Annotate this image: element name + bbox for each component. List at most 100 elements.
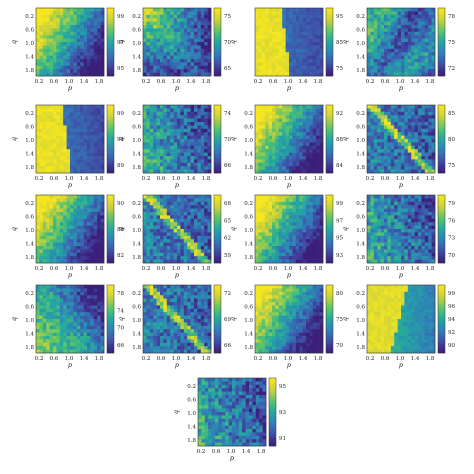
- heatmap-cell: [90, 212, 95, 216]
- heatmap-cell: [207, 132, 212, 136]
- heatmap-cell: [190, 229, 195, 233]
- heatmap-cell: [316, 195, 320, 199]
- heatmap-cell: [183, 142, 188, 147]
- heatmap-cell: [156, 149, 161, 153]
- heatmap-cell: [200, 239, 205, 243]
- heatmap-cell: [93, 212, 98, 216]
- heatmap-cell: [46, 218, 50, 223]
- heatmap-cell: [100, 252, 105, 257]
- heatmap-cell: [97, 169, 101, 174]
- heatmap-cell: [36, 31, 40, 36]
- colorbar-segment: [214, 253, 221, 257]
- heatmap-cell: [170, 42, 174, 46]
- heatmap-cell: [292, 125, 297, 130]
- heatmap-cell: [258, 45, 263, 50]
- heatmap-cell: [414, 11, 419, 16]
- heatmap-cell: [367, 149, 371, 153]
- heatmap-cell: [190, 152, 195, 157]
- heatmap-cell: [97, 62, 101, 67]
- heatmap-cell: [143, 21, 147, 26]
- heatmap-cell: [312, 111, 317, 116]
- heatmap-cell: [59, 246, 64, 250]
- heatmap-cell: [204, 198, 208, 203]
- heatmap-cell: [56, 55, 61, 60]
- heatmap-cell: [76, 65, 81, 70]
- heatmap-cell: [367, 111, 371, 116]
- heatmap-cell: [197, 65, 202, 70]
- heatmap-cell: [312, 159, 317, 164]
- heatmap-cell: [312, 235, 317, 240]
- heatmap-cell: [70, 152, 74, 157]
- heatmap-cell: [173, 195, 178, 199]
- heatmap-cell: [397, 145, 402, 150]
- heatmap-cell: [207, 59, 212, 63]
- heatmap-cell: [306, 256, 310, 260]
- heatmap-cell: [289, 198, 293, 203]
- heatmap-cell: [275, 72, 280, 77]
- heatmap-cell: [367, 11, 371, 16]
- colorbar-segment: [326, 19, 333, 22]
- heatmap-cell: [268, 135, 273, 140]
- heatmap-cell: [160, 45, 164, 50]
- heatmap-cell: [87, 169, 91, 174]
- heatmap-cell: [387, 149, 392, 153]
- heatmap-cell: [166, 111, 171, 116]
- heatmap-cell: [153, 142, 157, 147]
- heatmap-cell: [46, 242, 50, 247]
- heatmap-cell: [83, 45, 88, 50]
- heatmap-cell: [275, 222, 280, 226]
- heatmap-cell: [166, 122, 171, 126]
- heatmap-cell: [180, 259, 185, 264]
- heatmap-cell: [143, 18, 147, 22]
- heatmap-cell: [66, 105, 71, 109]
- heatmap-cell: [59, 208, 64, 213]
- heatmap-cell: [97, 201, 101, 206]
- colorbar-segment: [326, 213, 333, 216]
- heatmap-cell: [146, 208, 151, 213]
- colorbar-tick-label: 66: [224, 163, 231, 169]
- heatmap-cell: [207, 135, 212, 140]
- heatmap-cell: [261, 118, 266, 123]
- heatmap-cell: [73, 162, 78, 167]
- heatmap-cell: [265, 215, 269, 220]
- heatmap-cell: [424, 38, 429, 43]
- heatmap-cell: [194, 246, 198, 250]
- heatmap-cell: [302, 195, 307, 199]
- heatmap-cell: [49, 246, 54, 250]
- heatmap-cell: [261, 198, 266, 203]
- heatmap-cell: [70, 35, 74, 39]
- heatmap-cell: [275, 42, 280, 46]
- heatmap-cell: [373, 18, 378, 22]
- heatmap-cell: [204, 55, 208, 60]
- heatmap-cell: [265, 38, 269, 43]
- heatmap-cell: [380, 42, 385, 46]
- heatmap-cell: [275, 145, 280, 150]
- heatmap-cell: [404, 69, 409, 73]
- heatmap-cell: [407, 142, 412, 147]
- heatmap-cell: [207, 122, 212, 126]
- heatmap-cell: [156, 72, 161, 77]
- heatmap-cell: [306, 215, 310, 220]
- heatmap-cell: [306, 162, 310, 167]
- colorbar-tick-label: 90: [117, 201, 124, 207]
- heatmap-cell: [292, 259, 297, 264]
- heatmap-cell: [146, 218, 151, 223]
- colorbar-segment: [107, 55, 114, 59]
- heatmap-cell: [97, 14, 101, 19]
- heatmap-cell: [153, 72, 157, 77]
- heatmap-cell: [204, 142, 208, 147]
- heatmap-cell: [411, 198, 415, 203]
- heatmap-cell: [268, 42, 273, 46]
- heatmap-cell: [187, 11, 191, 16]
- heatmap-cell: [424, 111, 429, 116]
- heatmap-cell: [258, 55, 263, 60]
- colorbar-segment: [214, 111, 221, 115]
- heatmap-cell: [261, 8, 266, 12]
- heatmap-cell: [180, 159, 185, 164]
- heatmap-cell: [258, 162, 263, 167]
- heatmap-cell: [200, 139, 205, 143]
- heatmap-cell: [390, 139, 395, 143]
- heatmap-cell: [42, 205, 47, 209]
- heatmap-cell: [190, 222, 195, 226]
- heatmap-cell: [153, 229, 157, 233]
